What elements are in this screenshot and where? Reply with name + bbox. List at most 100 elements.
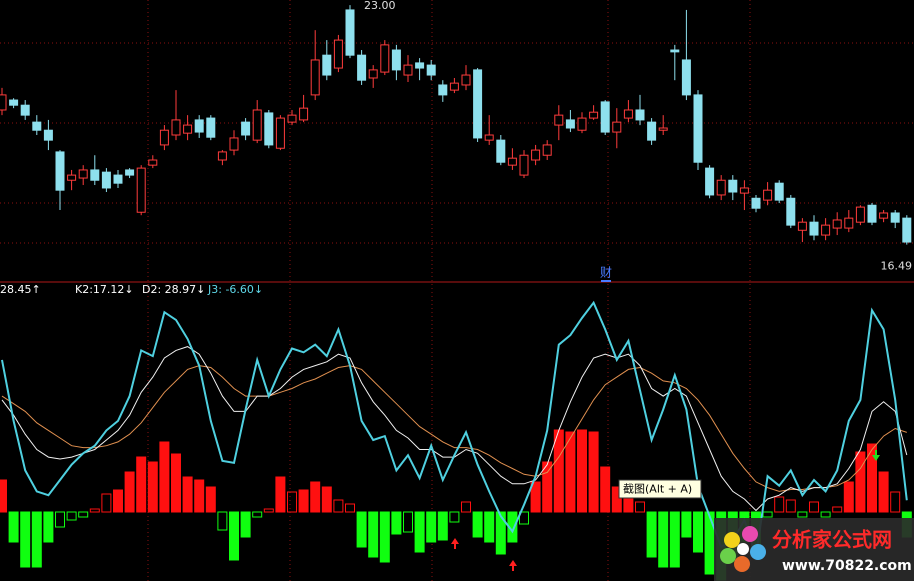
candle-body (125, 169, 135, 176)
histogram-bar (461, 501, 471, 513)
candle-body (449, 82, 459, 91)
candle-body (484, 134, 494, 141)
candle-body (368, 69, 378, 79)
histogram-bar (437, 511, 448, 541)
petal (742, 526, 758, 542)
indicator-label: K2:17.12↓ (75, 283, 134, 296)
low-label: 16.49 (881, 260, 913, 273)
candle-body (90, 169, 100, 181)
histogram-bar (495, 511, 506, 555)
histogram-bar (658, 511, 669, 568)
histogram-bar (194, 479, 205, 513)
histogram-bar (855, 451, 866, 513)
histogram-bar (379, 511, 390, 563)
candle-body (832, 219, 842, 229)
petal (734, 556, 750, 572)
candle-body (275, 117, 285, 149)
histogram-bar (333, 499, 344, 513)
histogram-bar (391, 511, 402, 535)
candle-body (171, 119, 181, 136)
histogram-bar (577, 429, 587, 513)
histogram-bar (43, 511, 54, 543)
candle-body (554, 114, 564, 126)
candle-body (681, 59, 691, 96)
candle-body (844, 217, 854, 229)
candle-body (890, 212, 900, 223)
histogram-bar (159, 441, 170, 513)
candle-body (287, 114, 297, 123)
candle-body (113, 174, 123, 184)
candle-body (461, 74, 471, 86)
histogram-bar (565, 431, 576, 513)
candle-body (322, 54, 332, 76)
histogram-bar (693, 511, 703, 553)
indicator-header: 28.45↑ K2:17.12↓ D2: 28.97↓ J3: -6.60↓ (0, 283, 263, 296)
histogram-bar (519, 511, 529, 525)
candle-body (217, 151, 227, 161)
histogram-bar (484, 511, 495, 543)
histogram-bar (820, 511, 831, 518)
candle-body (855, 206, 865, 223)
histogram-bar (785, 499, 796, 513)
histogram-bar (403, 511, 413, 533)
candle-body (867, 204, 877, 223)
histogram-bar (449, 511, 460, 523)
candle-body (32, 121, 42, 131)
histogram-bar (298, 489, 309, 513)
histogram-bar (646, 511, 657, 558)
histogram-bar (530, 481, 541, 513)
candle-body (728, 179, 738, 193)
candle-body (577, 117, 587, 131)
histogram-bar (310, 481, 321, 513)
tooltip: 截图(Alt + A) (618, 479, 702, 499)
histogram-bar (124, 471, 135, 513)
histogram-bar (635, 501, 645, 513)
candle-body (229, 137, 239, 151)
indicator-label: 28.45↑ (0, 283, 41, 296)
histogram-bar (182, 476, 193, 513)
candle-body (809, 221, 819, 236)
histogram-bar (229, 511, 239, 561)
candle-body (658, 127, 668, 131)
candle-body (438, 84, 448, 96)
candle-body (252, 109, 262, 141)
candle-body (333, 39, 343, 69)
histogram-bar (136, 456, 147, 513)
histogram-bar (867, 443, 877, 513)
candle-body (310, 59, 320, 96)
candle-body (786, 197, 796, 226)
histogram-bar (113, 489, 123, 513)
histogram-bar (843, 481, 854, 513)
candle-body (763, 189, 773, 201)
histogram-bar (704, 511, 715, 575)
histogram-bar (890, 491, 901, 513)
candle-body (391, 49, 401, 71)
candle-body (542, 144, 552, 156)
petal (750, 544, 766, 560)
histogram-bar (414, 511, 425, 553)
tooltip-text: 截图(Alt + A) (623, 482, 692, 496)
flower-center (737, 543, 749, 555)
indicator-line (1, 365, 907, 492)
histogram-bar (171, 453, 181, 513)
histogram-bar (600, 466, 611, 513)
price-panel: 23.00 16.49 (0, 0, 912, 273)
candle-body (600, 101, 610, 133)
candle-body (345, 9, 355, 56)
candle-body (623, 109, 633, 119)
candle-body (751, 197, 761, 209)
histogram-bar (762, 511, 773, 518)
histogram-bar (0, 479, 7, 513)
candle-body (159, 129, 169, 146)
histogram-bar (611, 486, 622, 513)
histogram-bar (101, 493, 112, 513)
candle-body (20, 104, 30, 116)
histogram-bar (356, 511, 367, 548)
candle-body (380, 44, 390, 73)
histogram-bar (774, 496, 785, 513)
candle-body (43, 129, 53, 141)
histogram-bar (78, 511, 89, 518)
histogram-bar (832, 506, 843, 513)
histogram-bar (797, 511, 808, 518)
candle-body (739, 187, 749, 194)
